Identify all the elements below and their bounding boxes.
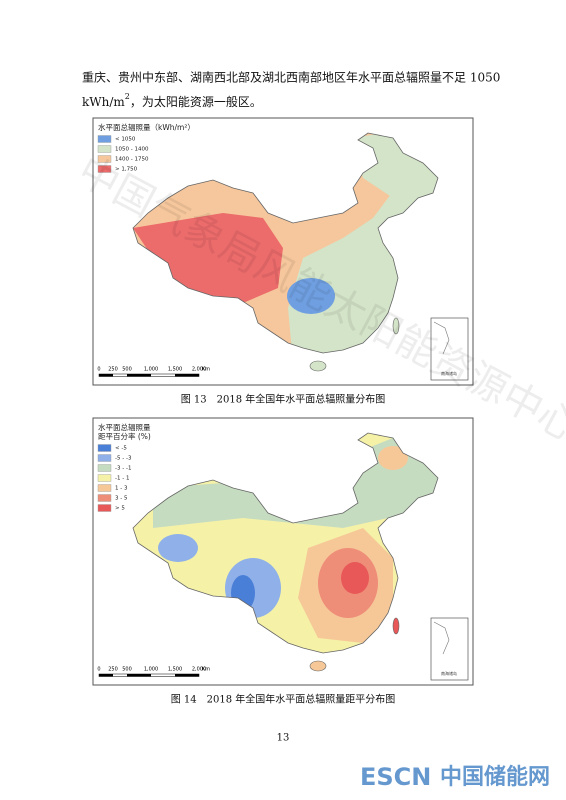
scale-label: 1,000 [144, 367, 158, 373]
legend-title: 水平面总辐照量（kWh/m²） [98, 122, 195, 132]
legend-swatch [97, 444, 112, 452]
inset-label: 南海诸岛 [441, 370, 457, 376]
logo-brand: ESCN [360, 763, 431, 791]
region [287, 278, 335, 314]
legend-swatch [97, 145, 112, 153]
scale-label: 1,500 [168, 667, 182, 673]
figure-caption: 图 14 2018 年全国年水平面总辐照量距平分布图 [171, 693, 396, 706]
scale-label: 500 [122, 667, 132, 673]
island [309, 660, 327, 672]
legend-swatch [97, 454, 112, 462]
legend-label: < -5 [115, 446, 127, 452]
scale-label: Km [202, 667, 210, 673]
legend-swatch [97, 155, 112, 163]
inset-frame [430, 617, 469, 681]
region [341, 562, 369, 594]
paragraph-line: 重庆、贵州中东部、湖南西北部及湖北西南部地区年水平面总辐照量不足 1050 [82, 70, 500, 85]
scale-bar-segment [175, 674, 199, 677]
legend-swatch [97, 504, 112, 512]
legend-label: -3 - -1 [115, 466, 131, 472]
legend-label: -1 - 1 [115, 476, 129, 482]
region [133, 213, 283, 303]
scale-label: 2,000 [192, 667, 206, 673]
scale-label: 250 [108, 367, 118, 373]
legend-swatch [97, 165, 112, 173]
scale-bar-segment [175, 374, 199, 377]
scale-label: 1,000 [144, 667, 158, 673]
legend-label: > 1,750 [115, 167, 138, 173]
region [378, 446, 408, 470]
scale-label: 2,000 [192, 367, 206, 373]
legend-label: 1 - 3 [115, 486, 128, 492]
legend-title: 距平百分率 (%) [98, 431, 151, 441]
island [392, 617, 400, 635]
legend-label: 3 - 5 [115, 496, 128, 502]
legend-swatch [97, 484, 112, 492]
island [309, 360, 327, 372]
paragraph-line: kWh/m2，为太阳能资源一般区。 [82, 92, 262, 109]
legend-swatch [97, 135, 112, 143]
region [158, 534, 198, 562]
figure: 水平面总辐照量（kWh/m²） < 1050 1050 - 1400 1400 - 1… [92, 117, 474, 386]
scale-bar-segment [127, 374, 151, 377]
island [392, 317, 400, 335]
inset-coast [433, 621, 450, 655]
page-number: 13 [277, 733, 290, 744]
legend-swatch [97, 464, 112, 472]
legend-label: 1400 - 1750 [115, 157, 149, 163]
legend-title: 水平面总辐照量 [98, 422, 151, 432]
legend-label: < 1050 [115, 137, 136, 143]
scale-label: 500 [122, 367, 132, 373]
scale-label: 1,500 [168, 367, 182, 373]
scale-bar-segment [127, 674, 151, 677]
logo-site: 中国储能网 [440, 764, 550, 790]
legend-swatch [97, 474, 112, 482]
legend-label: -5 - -3 [115, 456, 132, 462]
inset-label: 南海诸岛 [441, 670, 457, 676]
legend-swatch [97, 494, 112, 502]
scale-bar-segment [99, 674, 113, 677]
scale-label: 0 [97, 667, 100, 673]
legend-label: > 5 [115, 506, 125, 512]
scale-label: 250 [108, 667, 118, 673]
inset-coast [433, 321, 450, 355]
scale-label: 0 [97, 367, 100, 373]
legend-label: 1050 - 1400 [115, 147, 149, 153]
scale-bar-segment [99, 374, 113, 377]
scale-label: Km [202, 367, 210, 373]
figure-caption: 图 13 2018 年全国年水平面总辐照量分布图 [181, 393, 386, 406]
inset-frame [430, 317, 469, 381]
